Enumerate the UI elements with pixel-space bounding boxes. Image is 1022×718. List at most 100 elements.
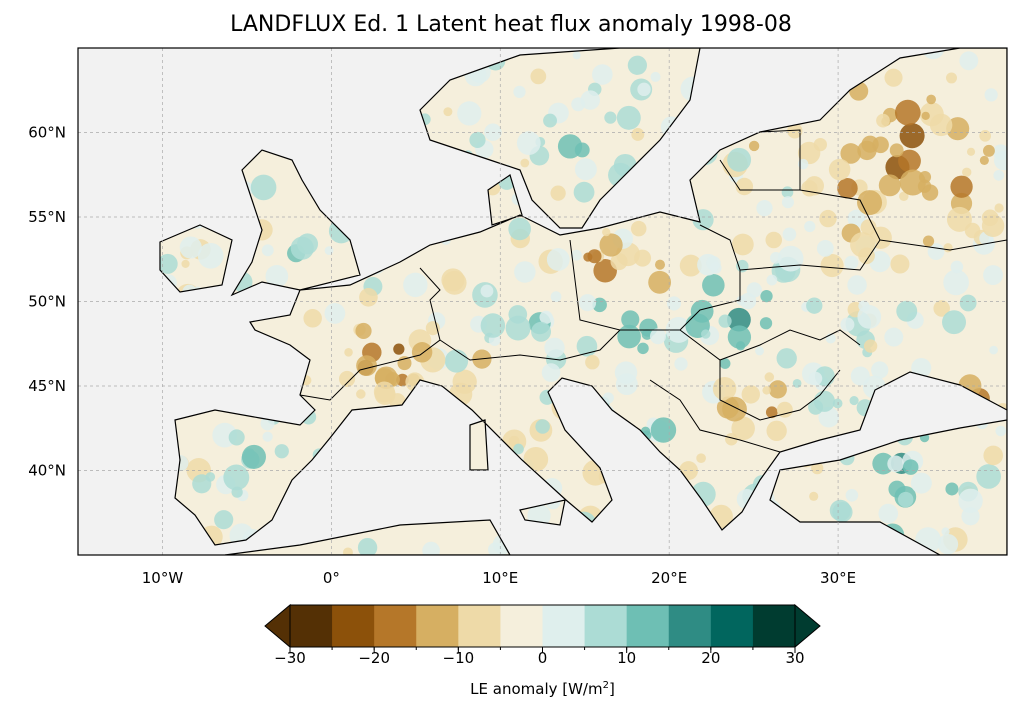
anomaly-cell: [530, 68, 547, 85]
anomaly-cell: [829, 499, 852, 522]
anomaly-cell: [787, 123, 803, 139]
anomaly-cell: [261, 244, 274, 257]
anomaly-cell: [804, 220, 816, 233]
anomaly-cell: [487, 542, 503, 555]
anomaly-cell: [828, 158, 851, 181]
lon-tick-label: 30°E: [820, 569, 856, 587]
anomaly-cell: [921, 111, 930, 121]
anomaly-cell: [759, 317, 773, 330]
anomaly-cell: [899, 169, 926, 196]
anomaly-cell: [480, 313, 506, 338]
anomaly-cell: [397, 356, 412, 371]
anomaly-cell: [696, 453, 706, 464]
anomaly-cell: [889, 143, 904, 158]
colorbar-bin: [584, 605, 628, 647]
anomaly-cell: [766, 274, 778, 286]
anomaly-cell: [966, 147, 976, 156]
anomaly-cell: [816, 239, 834, 257]
anomaly-cell: [741, 385, 760, 404]
anomaly-cell: [593, 259, 617, 283]
anomaly-cell: [809, 491, 819, 501]
anomaly-cell: [617, 324, 641, 349]
anomaly-cell: [849, 395, 859, 406]
anomaly-cell: [764, 372, 775, 382]
anomaly-cell: [746, 282, 762, 298]
anomaly-cell: [324, 302, 346, 324]
anomaly-cell: [993, 169, 1005, 181]
anomaly-cell: [945, 482, 959, 496]
anomaly-cell: [666, 296, 682, 311]
map-area: [78, 48, 1007, 555]
map-title: LANDFLUX Ed. 1 Latent heat flux anomaly …: [230, 12, 792, 37]
colorbar-tick-label: −20: [358, 649, 390, 667]
anomaly-cell: [357, 537, 378, 555]
anomaly-cell: [946, 72, 957, 84]
anomaly-cell: [535, 419, 550, 434]
anomaly-cell: [845, 489, 859, 502]
lon-tick-label: 10°W: [142, 569, 184, 587]
anomaly-cell: [872, 452, 895, 475]
anomaly-cell: [505, 315, 531, 341]
colorbar-bin: [416, 605, 459, 647]
lat-tick-label: 50°N: [28, 293, 66, 311]
anomaly-cell: [679, 254, 702, 277]
anomaly-cell: [731, 416, 755, 441]
anomaly-cell: [858, 247, 875, 265]
anomaly-cell: [297, 233, 319, 255]
anomaly-cell: [950, 175, 973, 198]
anomaly-cell: [727, 325, 752, 349]
colorbar-label-text: LE anomaly [W/m: [470, 680, 603, 698]
colorbar-label-suffix: ]: [608, 680, 615, 698]
anomaly-cell: [837, 177, 858, 199]
anomaly-cell: [604, 111, 617, 124]
country-borders: [299, 129, 1007, 453]
colorbar-bin: [374, 605, 417, 647]
colorbar-label: LE anomaly [W/m2]: [265, 680, 820, 698]
anomaly-cell: [792, 379, 802, 388]
anomaly-cell: [513, 443, 524, 455]
anomaly-cell: [989, 345, 998, 355]
anomaly-cell: [929, 113, 953, 137]
anomaly-cell: [979, 129, 992, 142]
anomaly-cell: [550, 185, 566, 201]
anomaly-cell: [884, 327, 904, 347]
anomaly-cell: [179, 236, 202, 259]
anomaly-cell: [634, 249, 652, 267]
anomaly-cell: [411, 342, 433, 363]
anomaly-cell: [981, 214, 1005, 238]
anomaly-cell: [442, 270, 467, 295]
anomaly-cell: [574, 158, 597, 181]
colorbar-tick-label: 20: [701, 649, 720, 667]
lat-tick-label: 60°N: [28, 124, 66, 142]
anomaly-cell: [958, 488, 983, 513]
anomaly-cell: [902, 459, 919, 475]
anomaly-cell: [520, 158, 530, 168]
anomaly-cell: [531, 321, 552, 342]
anomaly-cell: [539, 310, 553, 324]
anomaly-cell: [513, 85, 526, 99]
anomaly-cell: [840, 143, 862, 164]
anomaly-cell: [574, 142, 590, 158]
anomaly-cell: [897, 491, 914, 508]
anomaly-cell: [712, 376, 737, 401]
colorbar-bin: [710, 605, 754, 647]
anomaly-cell: [735, 177, 754, 196]
anomaly-cell: [781, 186, 794, 199]
anomaly-cell: [523, 446, 549, 472]
colorbar-bin: [500, 605, 543, 647]
anomaly-cell: [732, 233, 754, 256]
anomaly-cell: [765, 231, 783, 249]
anomaly-cell: [576, 335, 598, 357]
anomaly-cell: [602, 227, 611, 237]
anomaly-cell: [820, 253, 844, 278]
anomaly-cell: [223, 464, 250, 491]
map-frame: [77, 47, 1008, 556]
anomaly-cell: [777, 245, 804, 272]
anomaly-cell: [840, 317, 855, 332]
anomaly-cell: [719, 358, 731, 369]
anomaly-cell: [871, 361, 889, 379]
anomaly-cell: [592, 64, 613, 85]
anomaly-cell: [818, 406, 840, 428]
anomaly-cell: [356, 389, 366, 399]
lat-tick-label: 40°N: [28, 462, 66, 480]
